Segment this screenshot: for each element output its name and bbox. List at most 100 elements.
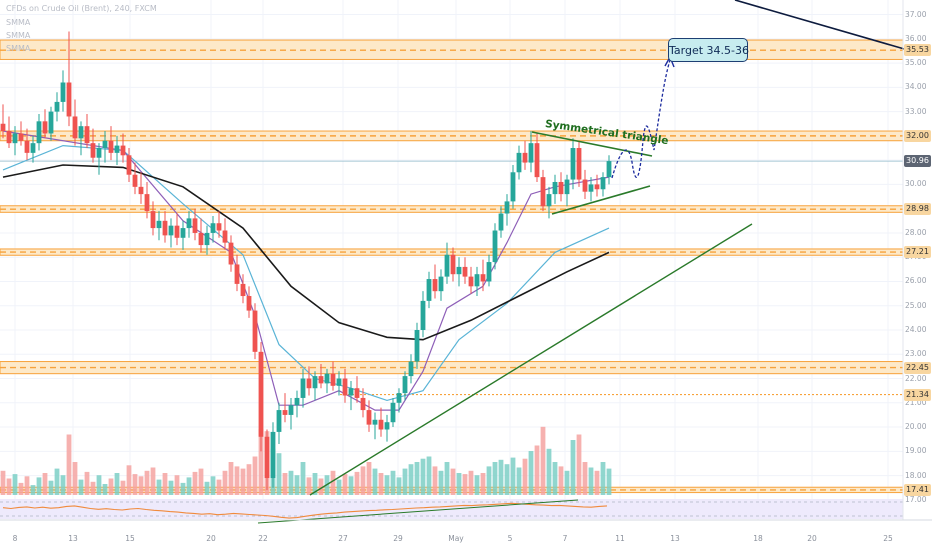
candle-body <box>192 218 198 233</box>
volume-bar <box>192 471 198 495</box>
volume-bar <box>294 475 300 495</box>
candle-body <box>516 152 522 173</box>
candle-body <box>264 436 270 479</box>
volume-bar <box>222 470 228 495</box>
volume-bar <box>198 468 204 495</box>
volume-bar <box>240 468 246 495</box>
volume-bar <box>492 462 498 495</box>
candle-body <box>486 262 492 282</box>
target-callout[interactable]: Target 34.5-36 <box>668 38 749 62</box>
candle-body <box>120 145 126 156</box>
volume-bar <box>168 480 174 495</box>
last-price-label: 30.96 <box>904 155 931 168</box>
candle-body <box>138 186 144 195</box>
candle-body <box>186 218 192 229</box>
volume-bar <box>300 462 306 495</box>
candle-body <box>6 131 12 144</box>
candle-body <box>258 351 264 437</box>
candle-body <box>462 266 468 277</box>
candle-body <box>282 410 288 415</box>
smma-slow-line <box>2 164 610 341</box>
candle-body <box>180 228 186 238</box>
y-tick-label: 34.00 <box>905 82 927 92</box>
volume-bar <box>276 453 282 495</box>
volume-bar <box>474 475 480 495</box>
candle-body <box>402 376 408 394</box>
candle-body <box>372 419 378 425</box>
x-tick-label: 5 <box>507 534 513 543</box>
candle-body <box>444 254 450 277</box>
volume-bar <box>216 479 222 495</box>
volume-bar <box>252 456 258 495</box>
y-tick-label: 25.00 <box>905 300 927 310</box>
volume-bar <box>36 477 42 495</box>
candle-body <box>564 179 570 195</box>
volume-bar <box>72 462 78 495</box>
level-price-label: 27.21 <box>904 246 931 259</box>
volume-bar <box>54 468 60 495</box>
level-price-label: 32.00 <box>904 129 931 142</box>
candle-body <box>12 133 18 144</box>
candle-body <box>36 121 42 144</box>
long-downtrend-line <box>734 0 926 56</box>
y-tick-label: 35.00 <box>905 58 927 68</box>
volume-bar <box>246 464 252 495</box>
volume-bar <box>450 468 456 495</box>
level-price-label: 35.53 <box>904 44 931 57</box>
volume-bar <box>234 466 240 495</box>
smma-fast-line <box>2 130 610 411</box>
volume-bar <box>528 451 534 495</box>
candle-body <box>492 230 498 263</box>
volume-bar <box>420 458 426 495</box>
triangle-upper-line <box>531 131 653 157</box>
volume-bar <box>486 466 492 495</box>
volume-bar <box>456 473 462 495</box>
volume-bar <box>360 466 366 495</box>
x-tick-label: 20 <box>206 534 216 543</box>
x-tick-label: 29 <box>393 534 403 543</box>
candle-body <box>18 133 24 141</box>
candle-body <box>84 126 90 144</box>
candle-body <box>246 296 252 311</box>
candle-body <box>312 376 318 389</box>
trend-drawings <box>309 0 926 496</box>
candle-body <box>420 300 426 330</box>
candle-body <box>504 201 510 214</box>
volume-bar <box>156 479 162 495</box>
volume-bar <box>108 478 114 495</box>
volume-bar <box>606 468 612 495</box>
volume-bar <box>402 468 408 495</box>
candle-body <box>306 378 312 389</box>
volume-bar <box>408 464 414 495</box>
candle-body <box>60 82 66 102</box>
volume-bar <box>174 475 180 495</box>
candle-body <box>348 388 354 396</box>
x-tick-label: 18 <box>753 534 763 543</box>
x-tick-label: May <box>448 534 464 543</box>
candle-body <box>414 330 420 362</box>
candle-body <box>0 123 6 132</box>
candle-body <box>330 373 336 386</box>
volume-bar <box>78 479 84 495</box>
candle-body <box>252 310 258 352</box>
rsi-trendline <box>257 499 579 524</box>
candle-body <box>234 264 240 284</box>
smma-mid-label: SMMA <box>6 31 31 40</box>
volume-bar <box>504 464 510 495</box>
candle-body <box>102 140 108 149</box>
volume-bar <box>588 467 594 495</box>
y-tick-label: 37.00 <box>905 9 927 19</box>
volume-bar <box>318 478 324 495</box>
candle-body <box>42 121 48 134</box>
volume-bar <box>126 465 132 495</box>
volume-bar <box>84 471 90 495</box>
candle-body <box>510 172 516 202</box>
candle-body <box>546 194 552 207</box>
candle-body <box>198 232 204 246</box>
candle-body <box>432 279 438 292</box>
volume-bar <box>366 462 372 495</box>
candle-body <box>54 101 60 112</box>
volume-bar <box>336 479 342 495</box>
volume-bar <box>204 481 210 495</box>
